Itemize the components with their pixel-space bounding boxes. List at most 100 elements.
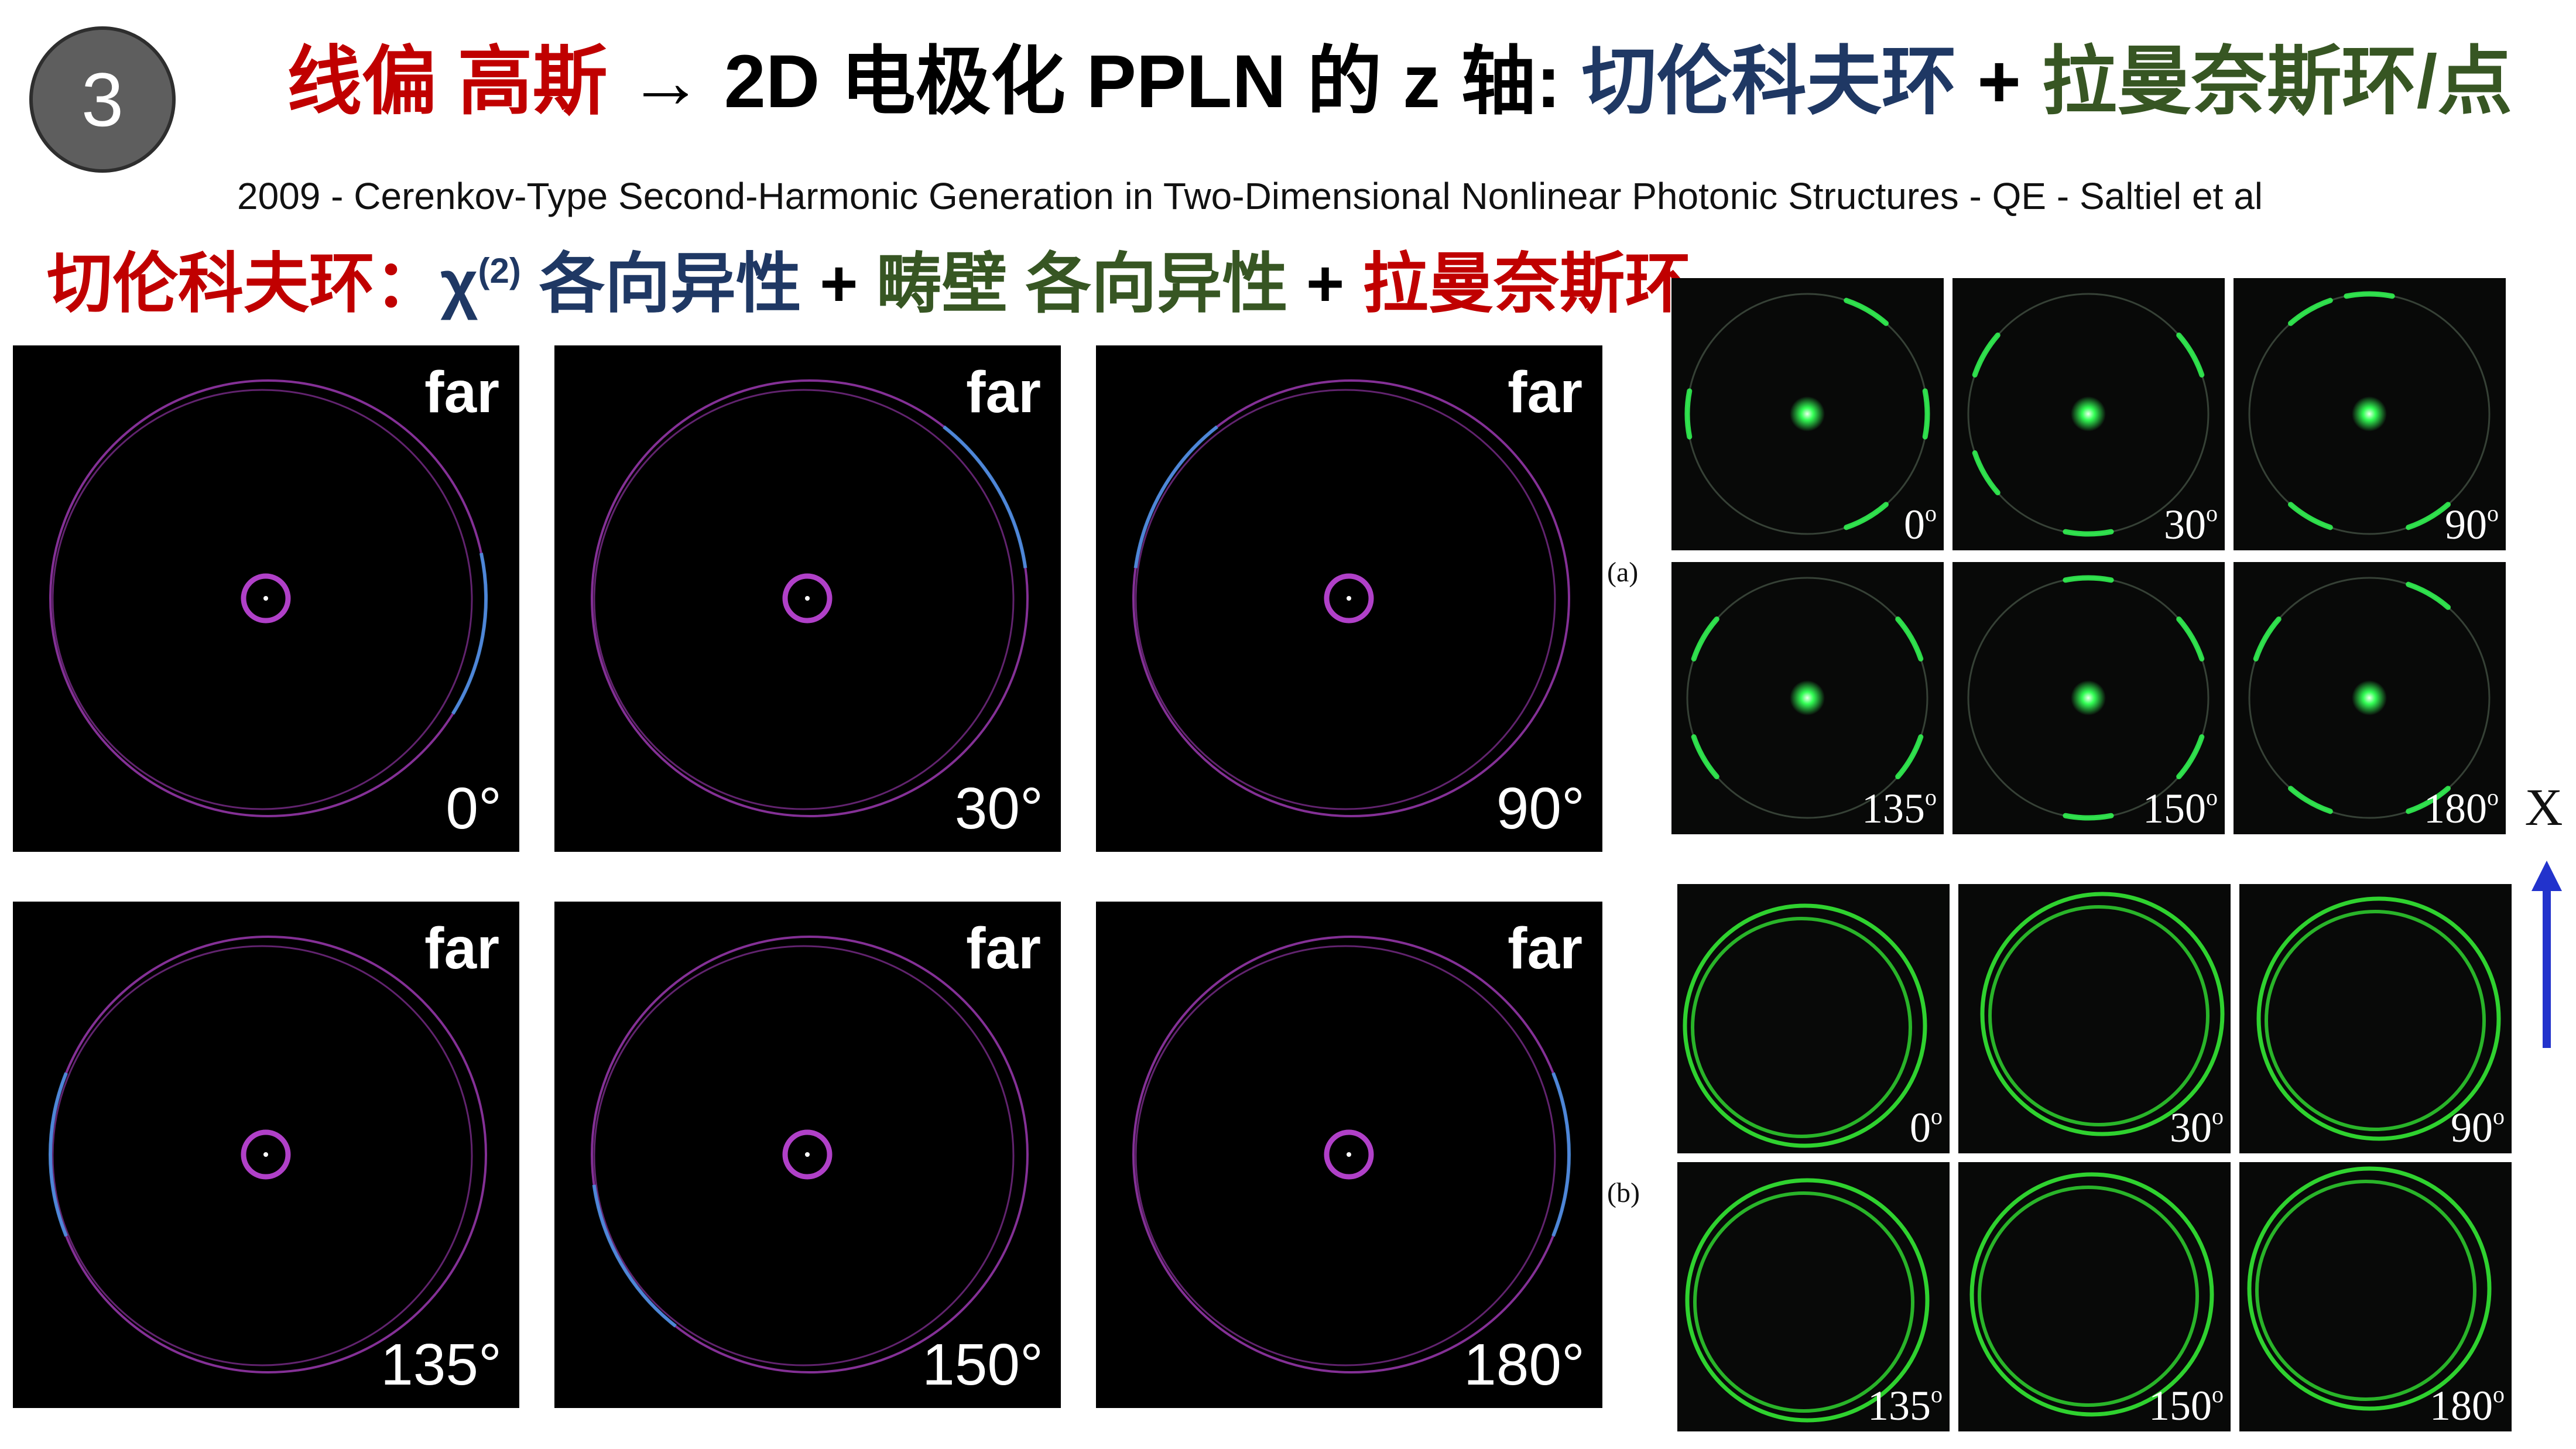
bright-arc-segment xyxy=(2406,786,2451,814)
bright-arc-segment xyxy=(2288,297,2333,326)
cerenkov-ring-inner xyxy=(1135,945,1556,1366)
subtitle-raman-nath-ring: 拉曼奈斯环 xyxy=(1362,247,1691,320)
bright-arc-segment xyxy=(2288,502,2333,530)
simulation-far-label: far xyxy=(966,359,1041,425)
center-spot xyxy=(263,1152,268,1157)
experiment-a-angle-label: 30o xyxy=(2164,500,2218,548)
bright-arc-segment xyxy=(1691,616,1719,662)
sh-ring-outer xyxy=(1969,1172,2214,1417)
cerenkov-ring-outer xyxy=(1132,379,1570,817)
experiment-b-ring-pattern xyxy=(2256,896,2501,1141)
center-spot xyxy=(805,1152,810,1157)
simulation-angle-label: 150° xyxy=(922,1332,1043,1397)
raman-nath-ring xyxy=(1324,1129,1374,1180)
experiment-a-spot-pattern xyxy=(1684,293,1930,535)
experiment-a-spot-pattern xyxy=(1967,293,2210,537)
sh-ring-outer xyxy=(1683,903,1927,1148)
x-direction-arrow-icon xyxy=(2532,861,2562,1048)
simulation-panel-135: far 135° xyxy=(13,902,519,1408)
experiment-b-angle-label: 180o xyxy=(2430,1381,2505,1429)
faint-ring xyxy=(1686,577,1928,819)
experiment-b-angle-label: 0o xyxy=(1910,1103,1943,1151)
simulation-far-label: far xyxy=(1508,359,1582,425)
center-spot xyxy=(805,596,810,601)
center-spot xyxy=(263,596,268,601)
bright-arc-segment xyxy=(1972,333,2000,378)
simulation-panel-30: far 30° xyxy=(554,345,1061,852)
cerenkov-ring-inner xyxy=(593,945,1015,1366)
simulation-far-label: far xyxy=(966,916,1041,981)
experiment-a-spot-pattern xyxy=(1967,575,2210,821)
simulation-far-label: far xyxy=(1508,916,1582,981)
simulation-ring-pattern xyxy=(1132,936,1571,1373)
title-part-cerenkov: 切伦科夫环 xyxy=(1581,40,1957,124)
simulation-ring-pattern xyxy=(591,379,1029,817)
bright-arc-segment xyxy=(1691,734,1719,779)
title-part-raman-nath: 拉曼奈斯环/点 xyxy=(2041,40,2513,124)
bright-arc-segment xyxy=(2176,333,2205,378)
cerenkov-bright-arc xyxy=(1551,1072,1571,1237)
center-spot xyxy=(2352,396,2387,431)
experiment-a-spot-pattern xyxy=(1686,577,1928,819)
experiment-b-panel-180: 180o xyxy=(2239,1162,2512,1431)
cerenkov-ring-inner xyxy=(1135,389,1556,810)
faint-ring xyxy=(2248,577,2491,819)
bright-arc-segment xyxy=(2288,786,2333,814)
simulation-far-label: far xyxy=(424,916,499,981)
sh-ring-inner xyxy=(1978,1186,2199,1407)
experiment-a-angle-label: 90o xyxy=(2445,500,2499,548)
subtitle-domain-wall-anisotropy: 畴壁 各向异性 xyxy=(876,247,1288,320)
subtitle-plus-2: + xyxy=(1287,247,1363,320)
experiment-a-angle-label: 150o xyxy=(2143,784,2218,832)
cerenkov-ring-inner xyxy=(52,389,473,810)
experiment-a-panel-90: 90o xyxy=(2234,278,2506,550)
experiment-b-panel-90: 90o xyxy=(2239,884,2512,1153)
experiment-a-spot-pattern xyxy=(2248,291,2491,535)
experiment-b-angle-label: 135o xyxy=(1868,1381,1943,1429)
simulation-angle-label: 180° xyxy=(1464,1332,1585,1397)
sh-ring-outer xyxy=(2247,1166,2492,1411)
raman-nath-ring xyxy=(1324,573,1374,624)
experiment-a-angle-label: 0o xyxy=(1904,500,1937,548)
experiment-b-ring-pattern xyxy=(1969,1172,2214,1417)
sh-ring-outer xyxy=(1685,1178,1930,1423)
sh-ring-inner xyxy=(1691,917,1912,1138)
experiment-a-spot-pattern xyxy=(2248,577,2491,819)
experiment-b-ring-pattern xyxy=(1685,1178,1930,1423)
cerenkov-ring-inner xyxy=(52,945,473,1366)
panel-b-label: (b) xyxy=(1607,1177,1640,1208)
simulation-angle-label: 90° xyxy=(1496,776,1585,841)
slide-title: 线偏 高斯 → 2D 电极化 PPLN 的 z 轴: 切伦科夫环 + 拉曼奈斯环… xyxy=(287,35,2512,129)
sh-ring-outer xyxy=(1980,892,2225,1136)
subtitle-plus-1: + xyxy=(801,247,876,320)
raman-nath-ring xyxy=(782,1129,833,1180)
bright-arc-segment xyxy=(1895,734,1924,779)
title-part-plus: + xyxy=(1956,40,2042,124)
bright-arc-segment xyxy=(2176,734,2205,779)
bright-arc-segment xyxy=(1922,388,1930,440)
simulation-ring-pattern xyxy=(1132,379,1570,817)
bright-arc-segment xyxy=(1895,616,1924,662)
center-spot xyxy=(1347,1152,1351,1157)
center-spot xyxy=(1790,680,1825,715)
simulation-panel-150: far 150° xyxy=(554,902,1061,1408)
bright-arc-segment xyxy=(1844,297,1889,326)
experiment-b-panel-135: 135o xyxy=(1677,1162,1950,1431)
bright-arc-segment xyxy=(2063,575,2114,583)
subtitle-chi: χ xyxy=(440,247,478,320)
bright-arc-segment xyxy=(2253,616,2282,662)
cerenkov-bright-arc xyxy=(1133,425,1218,568)
simulation-ring-pattern xyxy=(48,936,487,1373)
experiment-b-panel-0: 0o xyxy=(1677,884,1950,1153)
experiment-b-angle-label: 30o xyxy=(2170,1103,2224,1151)
center-spot xyxy=(1347,596,1351,601)
title-part-linear-gauss: 线偏 高斯 xyxy=(287,40,608,124)
raman-nath-ring xyxy=(782,573,833,624)
simulation-ring-pattern xyxy=(49,379,488,817)
cerenkov-ring-inner xyxy=(593,389,1015,810)
simulation-angle-label: 135° xyxy=(381,1332,502,1397)
experiment-b-angle-label: 150o xyxy=(2149,1381,2224,1429)
subtitle: 切伦科夫环：χ(2) 各向异性 + 畴壁 各向异性 + 拉曼奈斯环 xyxy=(47,240,1690,328)
bright-arc-segment xyxy=(2406,502,2451,530)
experiment-a-angle-label: 135o xyxy=(1862,784,1937,832)
